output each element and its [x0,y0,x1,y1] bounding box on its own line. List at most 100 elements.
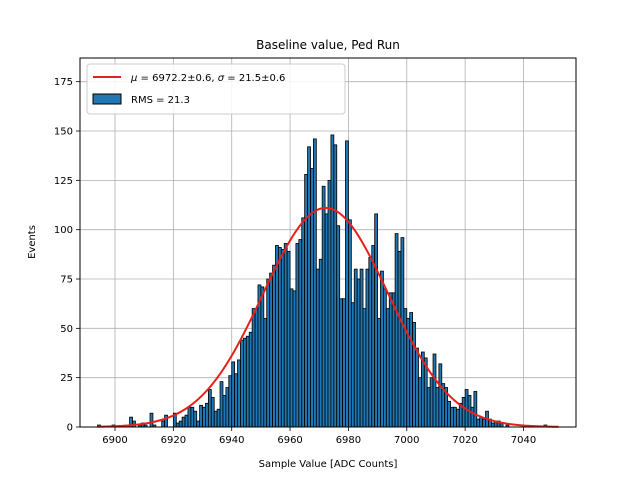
histogram-bar [324,213,329,428]
histogram-bar [164,414,168,428]
histogram-bar [304,174,308,428]
histogram-bar [397,250,402,428]
legend-hist-label: RMS = 21.3 [131,95,190,106]
x-tick-label: 6940 [219,435,244,446]
histogram-bar [272,264,276,428]
y-tick-label: 25 [60,373,73,384]
histogram-bar [289,288,294,428]
histogram-bar [348,219,352,428]
legend-fit-label: μ = 6972.2±0.6, σ = 21.5±0.6 [130,73,285,84]
histogram-bar [374,213,378,428]
histogram-bar [391,292,396,428]
histogram-bar [482,418,486,428]
histogram-bar [438,363,443,428]
histogram-bar [231,361,236,428]
histogram-bar [283,243,288,428]
histogram-bar [181,416,186,428]
histogram-bar [412,322,416,428]
histogram-bar [213,410,218,428]
histogram-bar [193,410,198,428]
histogram-bar [161,420,166,428]
y-tick-label: 100 [54,225,73,236]
legend-mu-symbol: μ [130,73,137,84]
x-tick-label: 6980 [336,435,361,446]
histogram-bar [426,387,431,428]
histogram-bar [415,347,419,428]
histogram-bar [318,258,323,428]
histogram-bar [187,406,192,428]
histogram-bar [470,406,475,428]
x-tick-label: 7020 [452,435,477,446]
histogram-bar [388,292,393,428]
histogram-bar [240,339,244,428]
y-tick-label: 0 [67,423,73,434]
histogram-bar [455,408,460,428]
histogram-bar [251,308,256,428]
histogram-bar [342,298,346,428]
gaussian-fit-curve [97,206,559,428]
histogram-bar [184,414,189,428]
histogram-bar [330,134,335,428]
histogram-bar [245,335,250,428]
histogram-bar [254,308,259,428]
legend-hist-swatch [92,93,122,105]
histogram-bars [97,134,548,428]
histogram-bar [237,359,241,428]
histogram-bar [418,377,422,428]
histogram-bar [199,404,203,428]
y-axis-ticks: 0 25 50 75 100 125 150 175 [54,77,80,434]
histogram-bar [365,268,370,428]
legend-box [86,63,346,115]
histogram-bar [292,290,297,428]
chart-title: Baseline value, Ped Run [256,38,400,52]
histogram-bar [266,278,271,428]
histogram-bar [429,377,434,428]
histogram-bar [473,391,478,428]
histogram-bar [380,270,384,428]
histogram-bar [210,397,215,428]
histogram-bar [298,239,303,428]
histogram-bar [280,249,285,428]
histogram-bar [362,308,367,428]
histogram-bar [178,420,183,428]
histogram-bar [175,422,180,428]
histogram-bar [234,373,238,428]
histogram-bar [435,387,440,428]
histogram-bar [149,412,154,428]
histogram-bar [257,284,262,428]
histogram-bar [353,268,358,428]
y-tick-label: 50 [60,324,73,335]
x-tick-label: 7040 [511,435,536,446]
histogram-bar [310,168,314,428]
histogram-bar [242,337,247,428]
plot-frame [79,57,577,428]
histogram-bar [277,247,282,428]
histogram-bar [216,408,221,428]
x-tick-label: 6960 [277,435,302,446]
histogram-bar [295,243,300,428]
histogram-bar [219,381,224,428]
histogram-bar [225,387,230,428]
legend-sigma-value: = 21.5±0.6 [224,73,285,84]
histogram-bar [269,272,273,428]
histogram-bar [222,395,227,428]
y-tick-label: 75 [60,275,73,286]
histogram-bar [359,268,364,428]
histogram-bar [248,331,253,428]
histogram-bar [371,245,376,428]
x-tick-label: 6900 [102,435,127,446]
histogram-bar [490,422,495,428]
histogram-bar [286,250,291,428]
histogram-bar [453,406,457,428]
histogram-bar [450,406,454,428]
histogram-bar [339,298,343,428]
x-tick-label: 7000 [394,435,419,446]
y-tick-label: 125 [54,176,73,187]
histogram-bar [336,225,341,428]
histogram-bar [377,318,381,428]
y-axis-label: Events [27,225,38,259]
histogram-bar [202,406,206,428]
legend: μ = 6972.2±0.6, σ = 21.5±0.6 RMS = 21.3 [86,63,346,115]
histogram-bar [479,416,484,428]
